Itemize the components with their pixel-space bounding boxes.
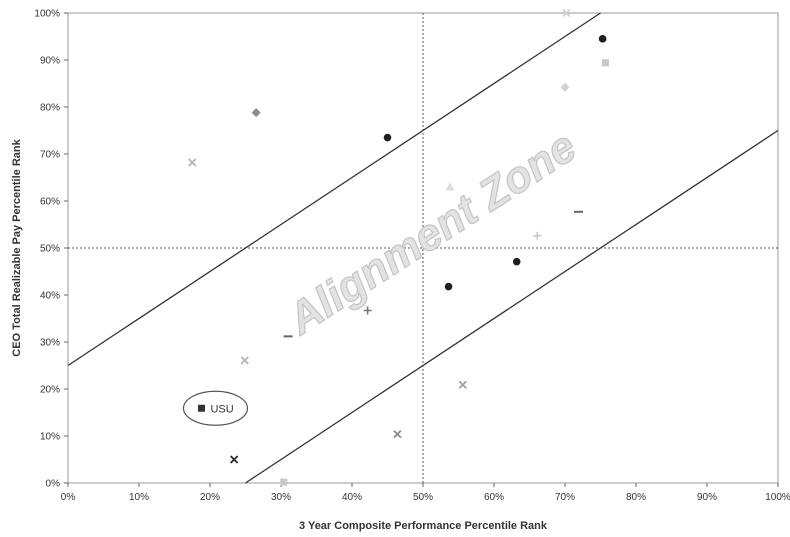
y-tick-label: 70% <box>40 150 60 161</box>
data-point-circle <box>444 282 453 291</box>
upper-band-line <box>67 12 601 367</box>
usu-highlight: USU <box>182 390 249 426</box>
data-point-square <box>601 59 609 67</box>
x-tick-label: 30% <box>271 492 291 503</box>
data-point-plus <box>363 306 372 315</box>
y-tick-label: 50% <box>40 244 60 255</box>
usu-marker <box>197 404 205 412</box>
x-tick-label: 60% <box>484 492 504 503</box>
x-tick-label: 0% <box>61 492 76 503</box>
x-axis-title: 3 Year Composite Performance Percentile … <box>299 520 548 532</box>
axes: 0% 10% 20% 30% 40% 50% 60% 70% 80% 90% 100% 0% 10% 20… <box>34 9 790 504</box>
data-point-x <box>458 380 467 389</box>
data-point-circle <box>383 133 392 142</box>
x-tick-label: 70% <box>555 492 575 503</box>
y-axis-title: CEO Total Realizable Pay Percentile Rank <box>11 138 23 356</box>
data-point-x <box>393 429 402 439</box>
x-tick-label: 50% <box>413 492 433 503</box>
plot-area <box>67 12 779 484</box>
alignment-band <box>67 12 779 484</box>
lower-band-line <box>245 129 779 484</box>
data-point-circle <box>512 257 521 266</box>
x-tick-label: 80% <box>626 492 646 503</box>
x-tick-label: 100% <box>765 492 790 503</box>
data-point-square <box>280 478 288 486</box>
y-tick-label: 80% <box>40 103 60 114</box>
y-tick-label: 0% <box>46 479 61 490</box>
x-tick-label: 10% <box>129 492 149 503</box>
y-tick-label: 30% <box>40 338 60 349</box>
data-point-diamond <box>251 108 261 118</box>
y-tick-label: 60% <box>40 197 60 208</box>
y-tick-label: 10% <box>40 432 60 443</box>
usu-oval <box>182 390 249 426</box>
data-point-x <box>230 455 239 464</box>
data-point-triangle <box>445 182 455 191</box>
y-tick-label: 20% <box>40 385 60 396</box>
data-point-circle <box>598 35 607 43</box>
x-tick-label: 20% <box>200 492 220 503</box>
data-point-x <box>188 158 197 167</box>
data-point-plus <box>533 231 542 240</box>
y-tick-label: 100% <box>34 9 60 20</box>
y-tick-label: 40% <box>40 291 60 302</box>
y-tick-label: 90% <box>40 56 60 67</box>
data-point-diamond <box>560 82 570 92</box>
x-tick-label: 90% <box>697 492 717 503</box>
x-tick-label: 40% <box>342 492 362 503</box>
data-point-x <box>240 356 249 365</box>
data-point-x <box>562 8 571 18</box>
usu-label: USU <box>210 403 233 415</box>
data-points <box>188 8 609 486</box>
